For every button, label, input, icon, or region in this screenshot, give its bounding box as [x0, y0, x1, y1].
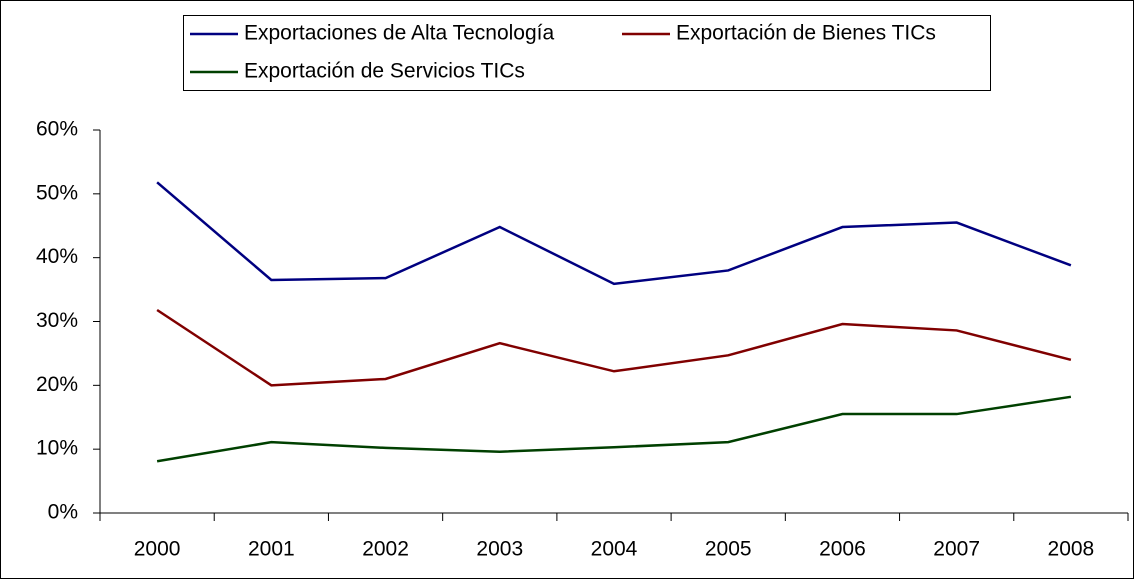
x-tick-label: 2001 [248, 538, 295, 561]
series-line [156, 181, 1072, 286]
y-tick-label: 0% [48, 501, 78, 524]
y-tick-label: 60% [36, 118, 78, 141]
x-tick-label: 2006 [819, 538, 866, 561]
x-tick-label: 2000 [134, 538, 181, 561]
x-tick-label: 2005 [705, 538, 752, 561]
x-tick-label: 2007 [933, 538, 980, 561]
y-tick-label: 20% [36, 373, 78, 396]
y-tick-label: 30% [36, 309, 78, 332]
series-line [156, 308, 1072, 387]
y-tick-label: 50% [36, 181, 78, 204]
x-tick-label: 2004 [591, 538, 638, 561]
legend-label: Exportaciones de Alta Tecnología [244, 22, 554, 45]
x-tick-label: 2008 [1048, 538, 1095, 561]
y-tick-label: 10% [36, 437, 78, 460]
series-line [156, 395, 1072, 463]
legend-label: Exportación de Bienes TICs [676, 22, 936, 45]
x-tick-label: 2003 [476, 538, 523, 561]
legend-label: Exportación de Servicios TICs [244, 60, 525, 83]
y-tick-label: 40% [36, 245, 78, 268]
x-tick-label: 2002 [362, 538, 409, 561]
legend-box [183, 15, 991, 91]
